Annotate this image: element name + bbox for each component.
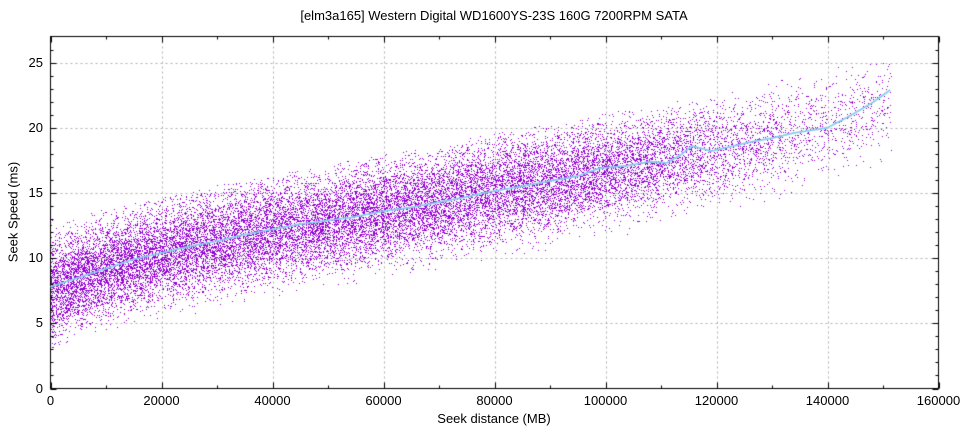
y-tick-label: 25: [28, 54, 43, 70]
x-tick-label: 80000: [476, 393, 513, 408]
x-tick-label: 120000: [694, 393, 739, 408]
x-tick-label: 100000: [583, 393, 628, 408]
y-tick-label: 0: [35, 380, 43, 396]
y-tick-label: 10: [28, 250, 43, 266]
x-tick-label: 0: [46, 393, 55, 408]
x-tick-label: 20000: [143, 393, 180, 408]
x-tick-label: 160000: [916, 393, 960, 408]
y-axis-label: Seek Speed (ms): [5, 161, 21, 263]
x-axis-label: Seek distance (MB): [437, 411, 551, 426]
y-tick-label: 15: [28, 184, 43, 200]
x-tick-label: 140000: [805, 393, 850, 408]
chart-title: [elm3a165] Western Digital WD1600YS-23S …: [300, 8, 688, 23]
y-tick-label: 20: [28, 119, 43, 135]
y-tick-label: 5: [35, 315, 43, 331]
x-tick-label: 60000: [365, 393, 402, 408]
x-tick-label: 40000: [254, 393, 291, 408]
